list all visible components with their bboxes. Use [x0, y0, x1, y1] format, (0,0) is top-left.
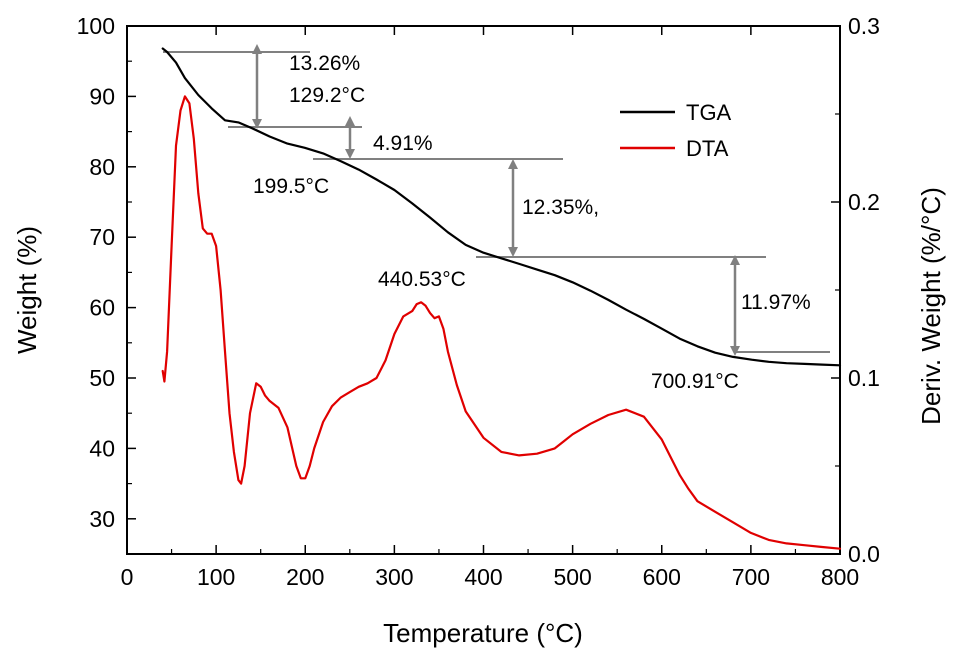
annotation-label: 11.97%	[741, 291, 811, 314]
x-tick-label: 0	[121, 564, 134, 590]
legend-label-tga: TGA	[686, 100, 732, 125]
annotation-arrowhead	[730, 255, 740, 265]
annotation-arrowhead	[345, 116, 355, 126]
annotation-lines	[163, 44, 830, 356]
series-line-tga	[161, 47, 842, 367]
y-left-tick-label: 70	[89, 224, 115, 250]
y-left-tick-label: 60	[89, 295, 115, 321]
x-tick-label: 300	[375, 564, 413, 590]
plot-area-frame	[126, 25, 841, 555]
y-left-tick-label: 80	[89, 154, 115, 180]
x-tick-label: 700	[732, 564, 770, 590]
x-axis-title: Temperature (°C)	[383, 618, 583, 648]
annotation-arrowhead	[252, 44, 262, 54]
legend-label-dta: DTA	[686, 136, 729, 161]
x-tick-label: 800	[821, 564, 859, 590]
x-tick-label: 100	[197, 564, 235, 590]
y-left-tick-label: 40	[89, 435, 115, 461]
annotation-label: 199.5°C	[253, 175, 329, 198]
annotation-label: 700.91°C	[651, 370, 739, 393]
annotation-label: 12.35%,	[522, 196, 599, 219]
axis-ticks	[126, 25, 841, 555]
y-left-tick-label: 50	[89, 365, 115, 391]
annotation-label: 129.2°C	[289, 84, 365, 107]
annotation-arrowhead	[508, 247, 518, 257]
y-right-axis-title: Deriv. Weight (%/°C)	[916, 187, 946, 425]
annotation-texts: 13.26% 129.2°C 4.91% 199.5°C 12.35%, 440.53°C…	[253, 52, 811, 393]
x-tick-label: 200	[286, 564, 324, 590]
series-line-dta	[161, 95, 842, 550]
annotation-label: 440.53°C	[378, 268, 466, 291]
annotation-label: 4.91%	[373, 132, 433, 155]
legend: TGA DTA	[620, 100, 732, 161]
x-tick-label: 500	[553, 564, 591, 590]
annotation-label: 13.26%	[289, 52, 360, 75]
y-right-tick-label: 0.2	[848, 189, 880, 215]
x-tick-label: 600	[643, 564, 681, 590]
axis-tick-labels: 0 100 200 300 400 500 600 700 800 30 40 50 60 70 80 90 1…	[77, 13, 880, 590]
annotation-arrowhead	[508, 159, 518, 169]
y-left-tick-label: 100	[77, 13, 115, 39]
x-tick-label: 400	[464, 564, 502, 590]
annotation-arrowhead	[730, 346, 740, 356]
plot-frame	[126, 25, 841, 555]
annotation-arrowhead	[345, 149, 355, 159]
annotation-arrowhead	[252, 119, 262, 129]
y-left-tick-label: 30	[89, 506, 115, 532]
y-right-tick-label: 0.3	[848, 13, 880, 39]
y-left-tick-label: 90	[89, 83, 115, 109]
y-right-tick-label: 0.1	[848, 365, 880, 391]
y-right-tick-label: 0.0	[848, 541, 880, 567]
series-lines	[161, 47, 842, 550]
y-left-axis-title: Weight (%)	[12, 226, 42, 354]
